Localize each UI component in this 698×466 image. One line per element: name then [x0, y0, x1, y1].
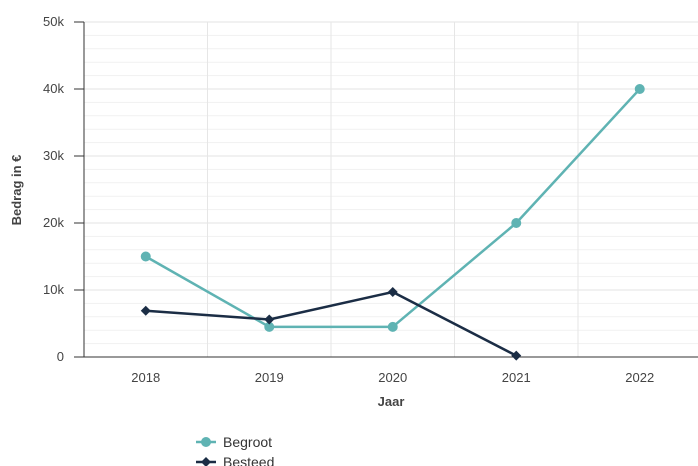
data-point-besteed[interactable] [264, 314, 275, 325]
series-begroot [140, 84, 645, 332]
grid [84, 21, 698, 357]
data-point-besteed[interactable] [140, 305, 151, 316]
legend-marker [201, 457, 211, 466]
axes [74, 21, 698, 358]
series-layer [140, 84, 645, 361]
legend-label: Besteed [223, 454, 274, 466]
x-tick-label: 2019 [255, 370, 284, 385]
tick-labels: 0 10k 20k 30k 40k 50k 2018 2019 2020 2021 2022 [43, 14, 654, 385]
y-tick-label: 40k [43, 81, 64, 96]
series-line-besteed [144, 290, 518, 357]
data-point-begroot[interactable] [511, 218, 522, 228]
legend-marker [201, 437, 211, 447]
legend-label: Begroot [223, 434, 272, 450]
data-point-besteed[interactable] [511, 350, 522, 361]
x-tick-label: 2022 [625, 370, 654, 385]
y-axis-title: Bedrag in € [9, 155, 24, 226]
x-axis-title: Jaar [378, 394, 405, 409]
data-point-begroot[interactable] [634, 84, 645, 94]
data-point-begroot[interactable] [140, 251, 151, 262]
data-point-begroot[interactable] [387, 321, 398, 332]
y-tick-label: 30k [43, 148, 64, 163]
x-tick-label: 2020 [378, 370, 407, 385]
x-tick-label: 2018 [131, 370, 160, 385]
y-tick-label: 10k [43, 282, 64, 297]
y-tick-label: 0 [57, 349, 64, 364]
x-tick-label: 2021 [502, 370, 531, 385]
legend: Begroot Besteed [196, 434, 274, 466]
series-besteed [140, 287, 522, 361]
y-tick-label: 20k [43, 215, 64, 230]
legend-item-besteed[interactable]: Besteed [196, 454, 274, 466]
legend-item-begroot[interactable]: Begroot [196, 434, 272, 450]
data-point-besteed[interactable] [387, 287, 398, 298]
y-tick-label: 50k [43, 14, 64, 29]
data-point-begroot[interactable] [264, 321, 275, 332]
